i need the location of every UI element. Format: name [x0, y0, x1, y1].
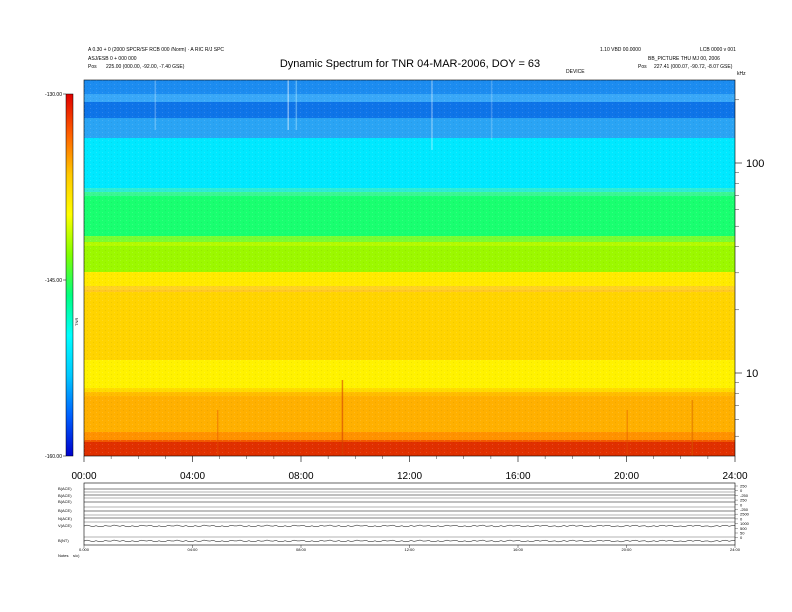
colorbar-ticks: -130.00 -145.00 -160.00: [45, 92, 66, 460]
spectrum-streak: [154, 80, 157, 130]
lower-scale-label: -250: [740, 507, 749, 512]
lower-scale-label: 0: [740, 516, 743, 521]
lower-scale-label: 500: [740, 526, 747, 531]
spectrum-streak: [287, 80, 289, 130]
lower-x-tick-label: 04:00: [187, 547, 198, 552]
spectrum-streak: [626, 410, 628, 456]
lower-x-tick-label: 24:00: [730, 547, 741, 552]
lower-x-tick-label: 12:00: [404, 547, 415, 552]
lower-panel-label: B(ACE): [58, 493, 72, 498]
y-tick-label: 10: [746, 368, 758, 380]
lower-x-tick-label: 08:00: [296, 547, 307, 552]
lower-panel-trace: [83, 524, 736, 528]
colorbar-label: TNR: [74, 318, 79, 326]
header-left-pos-value: 225.00 (000.00, -92.00, -7.40 GSE): [106, 64, 185, 70]
lower-x-tick-label: 20:00: [621, 547, 632, 552]
footer-label: Notes: [58, 553, 68, 558]
spectrogram-streaks: [154, 80, 694, 456]
x-tick-label: 24:00: [722, 471, 747, 482]
footer-value: s/c): [73, 553, 80, 558]
header-right-pos-value: 227.41 (000.07, -90.72, -8.07 GSE): [654, 64, 733, 70]
y-axis-ticks: 100 10: [735, 99, 764, 437]
colorbar-tick-label: -160.00: [45, 454, 62, 460]
x-tick-label: 20:00: [614, 471, 639, 482]
lower-panel-label: V(ACE): [58, 523, 72, 528]
header-left-pos-label: Pos: [88, 64, 97, 70]
lower-scale-label: 250: [740, 498, 747, 503]
header-left-line1: A 0.30 + 0 (2000 SPCR/SF RCB 000 /Norm) …: [88, 47, 225, 53]
x-tick-label: 12:00: [397, 471, 422, 482]
lower-panel-label: B(ACE): [58, 499, 72, 504]
chart-title: Dynamic Spectrum for TNR 04-MAR-2006, DO…: [279, 58, 541, 70]
header-right-line1b: LCB 0000 v 001: [700, 47, 736, 53]
spectrum-streak: [295, 80, 298, 130]
lower-scale-label: 50: [740, 531, 745, 536]
lower-scale-label: 0: [740, 502, 743, 507]
lower-panel-frame: [83, 482, 736, 546]
spectrum-streak: [216, 410, 219, 456]
lower-panel-label: B(ACE): [58, 508, 72, 513]
lower-scale-label: 0: [740, 535, 743, 540]
header-right-pos-label: Pos: [638, 64, 647, 70]
lower-scale-label: 1000: [740, 521, 750, 526]
spectrum-streak: [431, 80, 433, 150]
spectrum-streak: [691, 400, 694, 456]
x-tick-label: 00:00: [71, 471, 96, 482]
header-top-marker: DEVICE: [566, 69, 585, 75]
y-axis-unit: kHz: [737, 71, 746, 77]
lower-scale-label: 2500: [740, 512, 750, 517]
x-tick-label: 04:00: [180, 471, 205, 482]
lower-panel-trace: [83, 539, 736, 543]
header-left-line2: ASJ/ESB 0 + 000 000: [88, 56, 137, 62]
spectrum-streak: [341, 380, 344, 456]
lower-x-tick-label: 0.000: [79, 547, 90, 552]
x-axis-ticks: 00:00 04:00 08:00 12:00 16:00 20:00 24:00: [71, 456, 748, 482]
y-tick-label: 100: [746, 158, 764, 170]
header-right-line2: BB_PICTURE THU MJ 00, 2006: [648, 56, 720, 62]
lower-scale-label: 0: [740, 488, 743, 493]
lower-panel-label: B(NT): [58, 538, 69, 543]
lower-panel-label: N(ACE): [58, 516, 72, 521]
lower-panels: B(ACE)B(ACE)B(ACE)B(ACE)N(ACE)V(ACE)B(NT…: [58, 482, 750, 552]
x-tick-label: 16:00: [505, 471, 530, 482]
lower-x-tick-label: 16:00: [513, 547, 524, 552]
header-right-line1: 1.10 VBD 00.0000: [600, 47, 641, 53]
spectrogram-texture: [84, 80, 735, 456]
lower-scale-label: -250: [740, 493, 749, 498]
x-tick-label: 08:00: [288, 471, 313, 482]
lower-panel-label: B(ACE): [58, 486, 72, 491]
spectrum-streak: [490, 80, 493, 140]
colorbar-tick-label: -130.00: [45, 92, 62, 98]
colorbar-tick-label: -145.00: [45, 278, 62, 284]
lower-scale-label: 250: [740, 484, 747, 489]
colorbar: [65, 93, 74, 457]
